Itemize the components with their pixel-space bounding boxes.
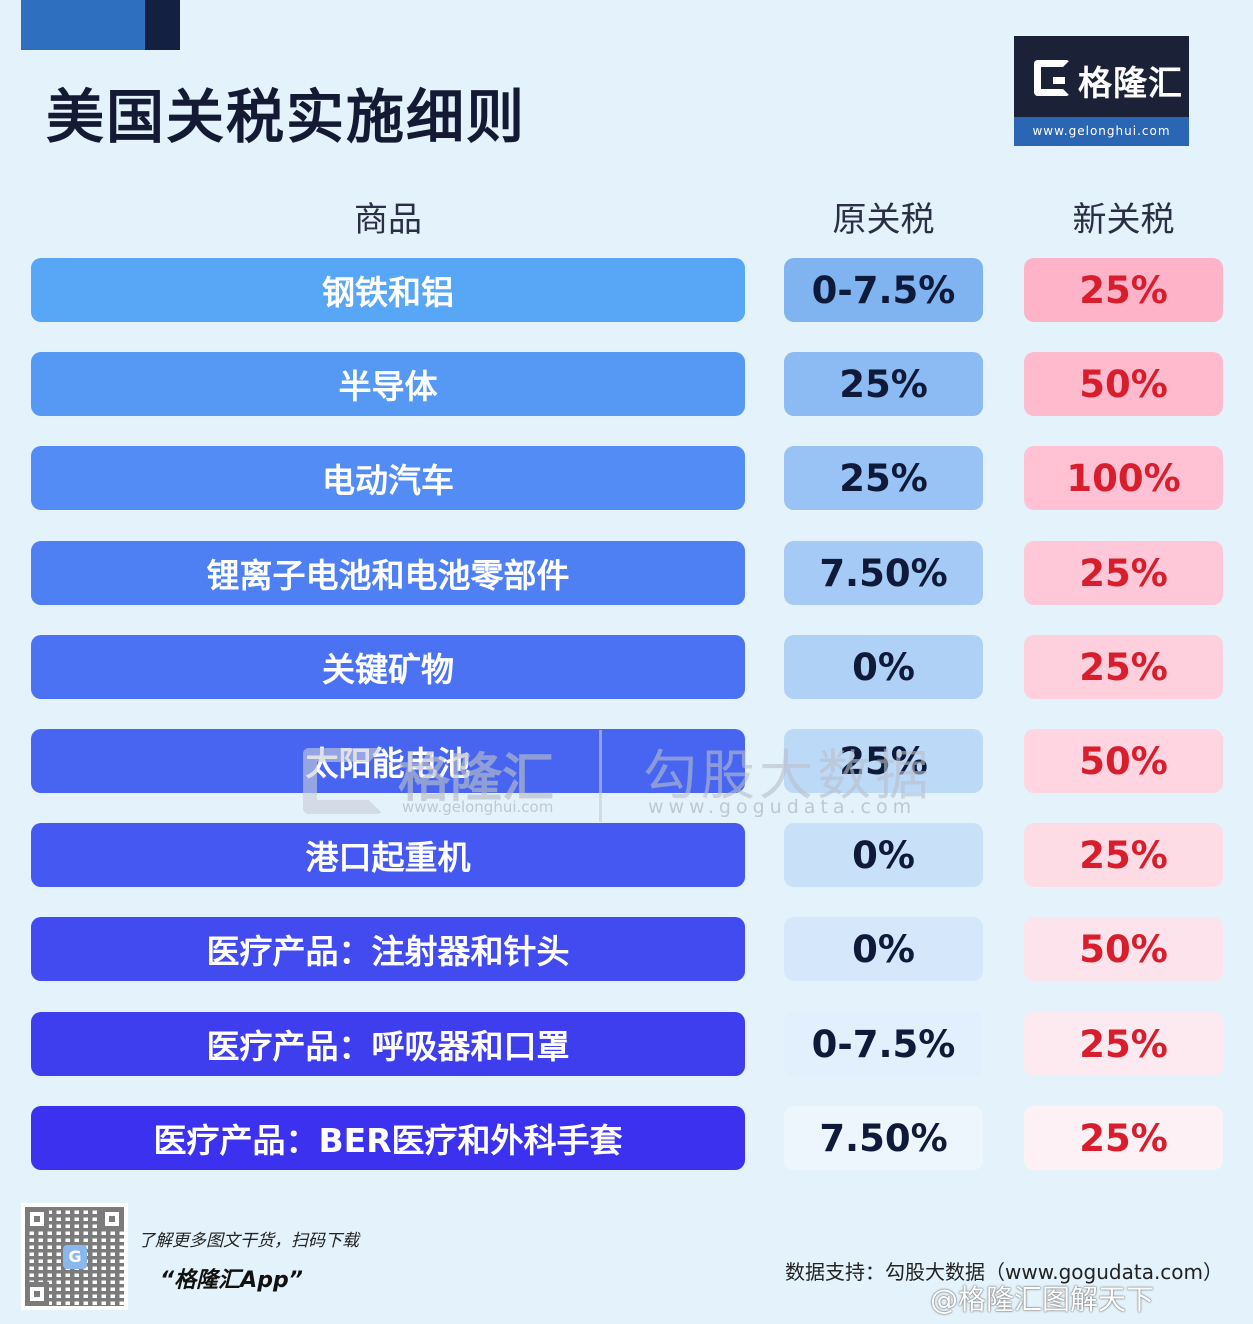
product-cell: 医疗产品：注射器和针头: [31, 917, 745, 981]
logo-brand: 格隆汇: [1078, 64, 1183, 104]
product-cell: 医疗产品：BER医疗和外科手套: [31, 1106, 745, 1170]
old-tariff-cell: 25%: [784, 446, 983, 510]
product-cell: 医疗产品：呼吸器和口罩: [31, 1012, 745, 1076]
qr-pattern: G: [25, 1207, 124, 1306]
data-source: 数据支持：勾股大数据（www.gogudata.com）: [785, 1260, 1224, 1284]
old-tariff-cell: 0-7.5%: [784, 1012, 983, 1076]
product-cell: 港口起重机: [31, 823, 745, 887]
qr-finder: [25, 1282, 49, 1306]
watermark-brand-url: www.gelonghui.com: [402, 798, 554, 816]
old-tariff-cell: 25%: [784, 352, 983, 416]
watermark-data-brand: 勾股大数据: [643, 744, 933, 807]
column-header-new-tariff: 新关税: [1072, 200, 1175, 240]
gelonghui-logo: 格隆汇 www.gelonghui.com: [1014, 36, 1189, 146]
old-tariff-cell: 7.50%: [784, 1106, 983, 1170]
top-accent-bar: [21, 0, 145, 50]
old-tariff-cell: 7.50%: [784, 541, 983, 605]
qr-finder: [100, 1207, 124, 1231]
logo-g-icon: [1034, 60, 1070, 96]
new-tariff-cell: 25%: [1024, 1106, 1223, 1170]
product-cell: 锂离子电池和电池零部件: [31, 541, 745, 605]
product-cell: 半导体: [31, 352, 745, 416]
promo-text: 了解更多图文干货，扫码下载: [138, 1231, 359, 1251]
new-tariff-cell: 50%: [1024, 729, 1223, 793]
new-tariff-cell: 50%: [1024, 917, 1223, 981]
old-tariff-cell: 25%: [784, 729, 983, 793]
logo-url: www.gelonghui.com: [1014, 117, 1189, 146]
new-tariff-cell: 100%: [1024, 446, 1223, 510]
qr-finder: [25, 1207, 49, 1231]
watermark-divider: [599, 730, 602, 822]
watermark-data-url: www.gogudata.com: [648, 796, 917, 818]
old-tariff-cell: 0%: [784, 917, 983, 981]
new-tariff-cell: 50%: [1024, 352, 1223, 416]
old-tariff-cell: 0%: [784, 635, 983, 699]
qr-logo-icon: G: [63, 1245, 87, 1269]
product-cell: 太阳能电池: [31, 729, 745, 793]
promo-app-name: “格隆汇App”: [160, 1268, 303, 1293]
column-header-product: 商品: [354, 200, 422, 240]
top-accent-bar-dark: [145, 0, 180, 50]
new-tariff-cell: 25%: [1024, 635, 1223, 699]
qr-code[interactable]: G: [21, 1203, 128, 1310]
old-tariff-cell: 0-7.5%: [784, 258, 983, 322]
new-tariff-cell: 25%: [1024, 541, 1223, 605]
old-tariff-cell: 0%: [784, 823, 983, 887]
product-cell: 电动汽车: [31, 446, 745, 510]
column-header-old-tariff: 原关税: [832, 200, 935, 240]
product-cell: 钢铁和铝: [31, 258, 745, 322]
weibo-watermark: @格隆汇图解天下: [930, 1283, 1155, 1316]
watermark-brand: 格隆汇: [398, 749, 555, 809]
page-title: 美国关税实施细则: [46, 83, 527, 151]
new-tariff-cell: 25%: [1024, 1012, 1223, 1076]
watermark-logo-icon: [303, 748, 383, 814]
new-tariff-cell: 25%: [1024, 258, 1223, 322]
product-cell: 关键矿物: [31, 635, 745, 699]
new-tariff-cell: 25%: [1024, 823, 1223, 887]
